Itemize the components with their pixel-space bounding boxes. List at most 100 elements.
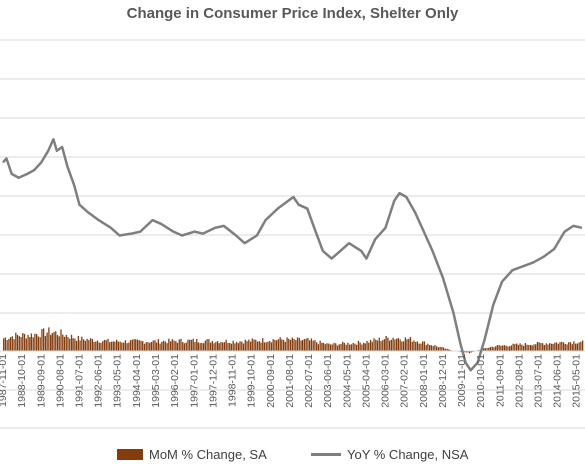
mom-bar <box>568 342 570 351</box>
mom-bar <box>429 345 431 351</box>
x-tick-label: 1999-10-01 <box>246 354 258 408</box>
mom-bar <box>180 338 182 351</box>
mom-bar <box>408 338 410 351</box>
mom-bar <box>29 337 31 351</box>
mom-bar <box>265 342 267 351</box>
mom-bar <box>552 343 554 351</box>
mom-bar <box>342 341 344 351</box>
mom-bar <box>347 342 349 351</box>
mom-bar <box>249 341 252 351</box>
mom-bar <box>576 343 579 351</box>
mom-bar <box>340 343 342 351</box>
mom-bar <box>258 341 260 351</box>
mom-bar <box>86 338 88 351</box>
x-tick-label: 2007-02-01 <box>399 354 411 408</box>
mom-bar <box>571 344 573 351</box>
mom-bar <box>74 338 76 351</box>
mom-bar <box>442 347 445 351</box>
mom-bar <box>34 333 36 351</box>
mom-bar <box>142 341 144 351</box>
mom-bar <box>305 338 307 351</box>
mom-bar <box>312 340 314 351</box>
mom-bar <box>93 341 95 351</box>
mom-bar <box>529 344 532 351</box>
x-tick-label: 2008-01-01 <box>418 354 430 408</box>
mom-bar <box>192 338 194 351</box>
mom-bar <box>79 340 81 351</box>
mom-bar <box>295 340 297 351</box>
mom-bar <box>463 351 466 353</box>
mom-bar <box>46 332 48 351</box>
mom-bar <box>448 349 450 351</box>
mom-bar <box>251 338 253 351</box>
mom-bar <box>152 340 154 351</box>
mom-bar <box>267 341 269 351</box>
mom-bar <box>133 339 135 351</box>
mom-bar <box>423 341 426 351</box>
mom-bar <box>333 342 335 351</box>
mom-bar <box>185 342 187 351</box>
mom-bar <box>18 336 20 351</box>
mom-bar <box>382 339 384 351</box>
mom-bar <box>244 339 246 351</box>
mom-bar <box>435 346 438 351</box>
mom-bar <box>102 341 104 351</box>
mom-bar <box>13 339 15 351</box>
mom-bar <box>465 351 467 353</box>
mom-bar <box>208 339 210 351</box>
mom-bar <box>416 341 419 351</box>
mom-bar <box>36 334 38 351</box>
mom-bar <box>329 344 332 351</box>
mom-bar <box>564 344 566 351</box>
mom-bar <box>55 331 57 351</box>
mom-bar <box>253 339 255 351</box>
mom-bar <box>328 343 330 351</box>
mom-bar <box>413 340 415 351</box>
mom-bar <box>30 333 33 351</box>
mom-bar <box>402 341 405 351</box>
x-tick-label: 2002-07-01 <box>303 354 315 408</box>
mom-bar <box>232 340 234 351</box>
mom-bar <box>277 339 280 351</box>
mom-bar <box>260 342 262 351</box>
mom-bar <box>566 344 568 351</box>
legend-label-mom: MoM % Change, SA <box>149 447 267 462</box>
mom-bar <box>316 342 318 351</box>
mom-bar <box>131 339 134 351</box>
mom-bar <box>397 338 399 351</box>
x-tick-label: 1996-02-01 <box>169 354 181 408</box>
mom-bar <box>317 344 320 351</box>
mom-bar <box>388 340 391 351</box>
mom-bar <box>121 342 123 351</box>
mom-bar <box>63 336 66 351</box>
mom-bar <box>164 341 166 351</box>
mom-bar <box>331 344 333 351</box>
mom-bar <box>194 342 196 351</box>
mom-bar <box>199 343 201 351</box>
mom-bar <box>496 345 499 351</box>
mom-bar <box>135 339 137 351</box>
mom-bar <box>524 342 526 351</box>
mom-bar <box>345 344 347 351</box>
mom-bar <box>308 340 311 351</box>
legend-swatch-yoy <box>311 453 341 456</box>
mom-bars <box>3 327 584 354</box>
mom-bar <box>62 334 64 351</box>
mom-bar <box>81 336 83 351</box>
mom-bar <box>109 342 111 351</box>
mom-bar <box>288 338 290 351</box>
mom-bar <box>528 344 530 351</box>
mom-bar <box>500 345 502 351</box>
mom-bar <box>519 343 521 351</box>
x-tick-label: 2010-10-01 <box>475 354 487 408</box>
mom-bar <box>561 341 563 351</box>
mom-bar <box>246 341 248 351</box>
mom-bar <box>218 343 220 351</box>
mom-bar <box>41 329 43 351</box>
legend-item-yoy: YoY % Change, NSA <box>311 447 468 462</box>
mom-bar <box>37 336 40 351</box>
mom-bar <box>495 346 497 351</box>
mom-bar <box>255 339 257 351</box>
mom-bar <box>236 341 238 351</box>
mom-bar <box>223 342 226 351</box>
